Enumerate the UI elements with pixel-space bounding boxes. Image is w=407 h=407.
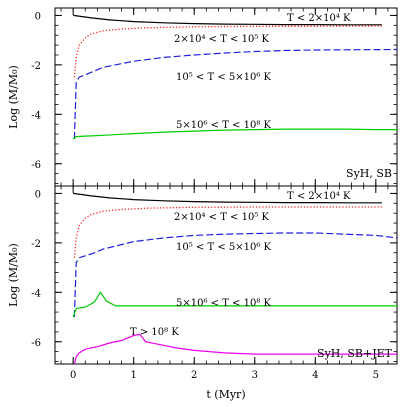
x-tick-label: 1	[131, 370, 137, 381]
panel-label: SyH, SB+JET	[317, 347, 393, 360]
series-line-3	[72, 128, 397, 140]
series-label-1: 2×10⁴ < T < 10⁵ K	[174, 212, 270, 223]
y-tick-label: -6	[31, 160, 41, 171]
series-line-0	[73, 192, 382, 204]
series-label-3: 5×10⁶ < T < 10⁸ K	[176, 298, 272, 309]
y-tick-label: -6	[31, 338, 41, 349]
series-label-4: T > 10⁸ K	[130, 327, 179, 338]
y-tick-label: -4	[31, 288, 41, 299]
y-tick-label: -2	[31, 239, 41, 250]
x-tick-label: 3	[252, 370, 258, 381]
series-line-4	[73, 333, 397, 365]
y-axis-label: Log (M/M₀)	[7, 243, 20, 307]
series-line-3	[72, 291, 397, 318]
x-tick-label: 2	[191, 370, 197, 381]
y-tick-label: -4	[31, 110, 41, 121]
series-label-0: T < 2×10⁴ K	[287, 13, 351, 24]
series-line-1	[73, 25, 382, 78]
x-axis-label: t (Myr)	[206, 388, 245, 401]
series-label-0: T < 2×10⁴ K	[287, 191, 351, 202]
y-axis-label: Log (M/M₀)	[7, 65, 20, 129]
x-tick-label: 4	[312, 370, 318, 381]
x-tick-label: 5	[373, 370, 379, 381]
y-tick-label: 0	[35, 189, 41, 200]
plot-frame	[54, 185, 398, 365]
series-line-2	[73, 232, 398, 318]
series-line-1	[73, 206, 382, 258]
y-tick-label: -2	[31, 61, 41, 72]
series-label-2: 10⁵ < T < 5×10⁶ K	[176, 72, 272, 83]
series-line-0	[73, 14, 382, 26]
series-line-2	[73, 48, 398, 140]
panel-label: SyH, SB	[346, 167, 392, 180]
series-label-1: 2×10⁴ < T < 10⁵ K	[174, 34, 270, 45]
series-label-3: 5×10⁶ < T < 10⁸ K	[176, 120, 272, 131]
y-tick-label: 0	[35, 11, 41, 22]
series-label-2: 10⁵ < T < 5×10⁶ K	[176, 242, 272, 253]
x-tick-label: 0	[70, 370, 76, 381]
